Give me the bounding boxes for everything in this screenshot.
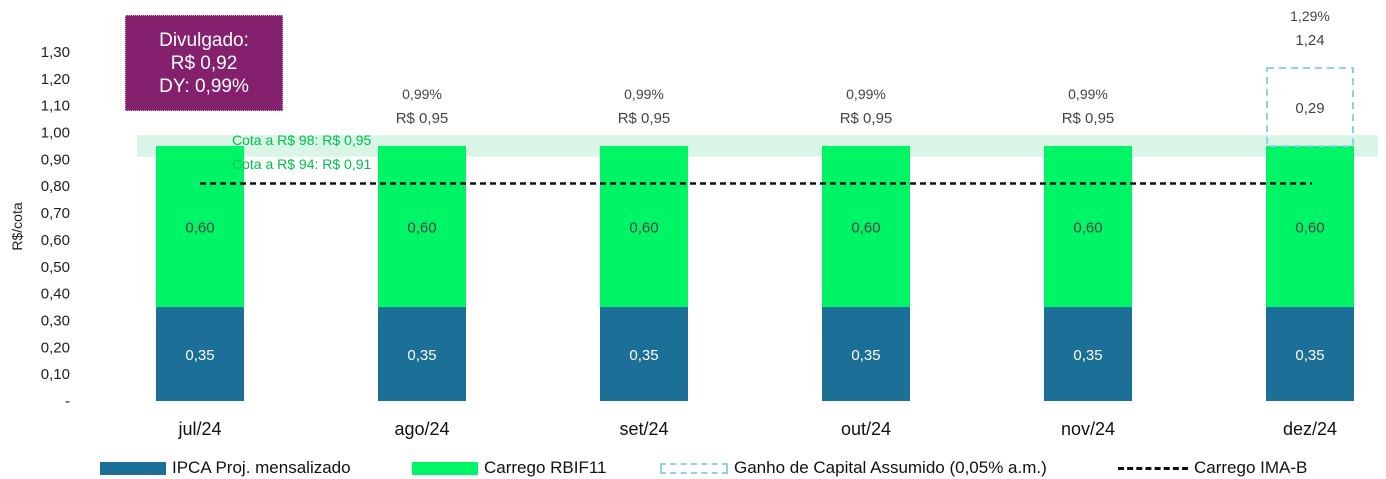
- y-tick-label: 1,20: [41, 71, 70, 88]
- bar-label-carrego-rbif: 0,60: [185, 220, 214, 237]
- legend-swatch-ganho-capital: [660, 462, 728, 474]
- bar-carrego-rbif: [1266, 145, 1354, 308]
- bar-carrego-rbif: [822, 145, 910, 308]
- bar-ipca: [378, 307, 466, 401]
- bar-carrego-rbif: [378, 145, 466, 308]
- legend-item-ganho-capital: Ganho de Capital Assumido (0,05% a.m.): [660, 458, 1047, 478]
- legend-item-ipca: IPCA Proj. mensalizado: [100, 458, 351, 478]
- y-tick-label: 0,20: [41, 339, 70, 356]
- y-tick-label: 0,30: [41, 312, 70, 329]
- y-tick-label: 0,50: [41, 259, 70, 276]
- top-label-pct: 0,99%: [1068, 86, 1108, 102]
- y-tick-label: 0,40: [41, 286, 70, 303]
- y-tick-label: 0,10: [41, 366, 70, 383]
- y-tick-label: 1,30: [41, 44, 70, 61]
- legend-item-carrego-imab: Carrego IMA-B: [1118, 458, 1307, 478]
- x-category-label: nov/24: [1061, 419, 1115, 439]
- legend-swatch-carrego-imab: [1118, 466, 1188, 470]
- top-label-pct: 0,99%: [624, 86, 664, 102]
- bar-label-ipca: 0,35: [407, 347, 436, 364]
- chart-canvas: - 0,10 0,20 0,30 0,40 0,50 0,60 0,70 0,80 0,90 1,0…: [9, 8, 1378, 439]
- legend-label-carrego-imab: Carrego IMA-B: [1194, 458, 1308, 477]
- bar-label-carrego-rbif: 0,60: [407, 220, 436, 237]
- bar-label-ipca: 0,35: [629, 347, 658, 364]
- top-label-pct: 0,99%: [846, 86, 886, 102]
- chart-legend: IPCA Proj. mensalizado Carrego RBIF11 Ga…: [0, 458, 1386, 479]
- y-tick-label: 0,80: [41, 178, 70, 195]
- x-category-label: out/24: [841, 419, 891, 439]
- bar-label-ipca: 0,35: [1073, 347, 1102, 364]
- legend-swatch-ipca: [100, 461, 166, 475]
- x-category-label: dez/24: [1283, 419, 1337, 439]
- bar-ipca: [1266, 307, 1354, 401]
- bar-ipca: [600, 307, 688, 401]
- bar-label-ipca: 0,35: [851, 347, 880, 364]
- band-annotation-98: Cota a R$ 98: R$ 0,95: [232, 132, 372, 148]
- bar-ipca: [822, 307, 910, 401]
- y-tick-label: 1,00: [41, 125, 70, 142]
- band-annotation-94: Cota a R$ 94: R$ 0,91: [232, 156, 372, 172]
- bar-label-carrego-rbif: 0,60: [851, 220, 880, 237]
- bar-ipca: [156, 307, 244, 401]
- top-label-value: R$ 0,95: [1062, 110, 1115, 127]
- bar-carrego-rbif: [1044, 145, 1132, 308]
- y-tick-label: 0,90: [41, 151, 70, 168]
- legend-label-carrego-rbif: Carrego RBIF11: [484, 458, 607, 477]
- legend-label-ipca: IPCA Proj. mensalizado: [172, 458, 351, 477]
- y-axis-title: R$/cota: [9, 202, 25, 250]
- top-label-value: R$ 0,95: [840, 110, 893, 127]
- bar-ganho-capital: [1266, 67, 1354, 147]
- callout-line-1: Divulgado:: [159, 29, 249, 51]
- legend-label-ganho-capital: Ganho de Capital Assumido (0,05% a.m.): [734, 458, 1047, 477]
- y-tick-label: 1,10: [41, 98, 70, 115]
- bar-ipca: [1044, 307, 1132, 401]
- x-category-label: ago/24: [394, 419, 449, 439]
- bar-label-carrego-rbif: 0,60: [1295, 220, 1324, 237]
- callout-line-2: R$ 0,92: [170, 52, 238, 74]
- y-tick-label: -: [65, 393, 70, 410]
- bar-label-ipca: 0,35: [185, 347, 214, 364]
- top-label-value: R$ 0,95: [618, 110, 671, 127]
- top-label-value: 1,24: [1295, 32, 1324, 49]
- bar-label-carrego-rbif: 0,60: [629, 220, 658, 237]
- bar-label-carrego-rbif: 0,60: [1073, 220, 1102, 237]
- bar-carrego-rbif: [156, 145, 244, 308]
- bar-label-ganho-capital: 0,29: [1295, 100, 1324, 117]
- top-label-pct: 1,29%: [1290, 8, 1330, 24]
- legend-item-carrego-rbif: Carrego RBIF11: [412, 458, 607, 478]
- disclosed-callout: Divulgado: R$ 0,92 DY: 0,99%: [125, 15, 283, 111]
- top-label-value: R$ 0,95: [396, 110, 449, 127]
- callout-line-3: DY: 0,99%: [159, 75, 249, 97]
- y-tick-label: 0,70: [41, 205, 70, 222]
- y-tick-label: 0,60: [41, 232, 70, 249]
- legend-swatch-carrego-rbif: [412, 461, 478, 475]
- x-category-label: set/24: [619, 419, 668, 439]
- bar-carrego-rbif: [600, 145, 688, 308]
- top-label-pct: 0,99%: [402, 86, 442, 102]
- bar-label-ipca: 0,35: [1295, 347, 1324, 364]
- x-category-label: jul/24: [177, 419, 221, 439]
